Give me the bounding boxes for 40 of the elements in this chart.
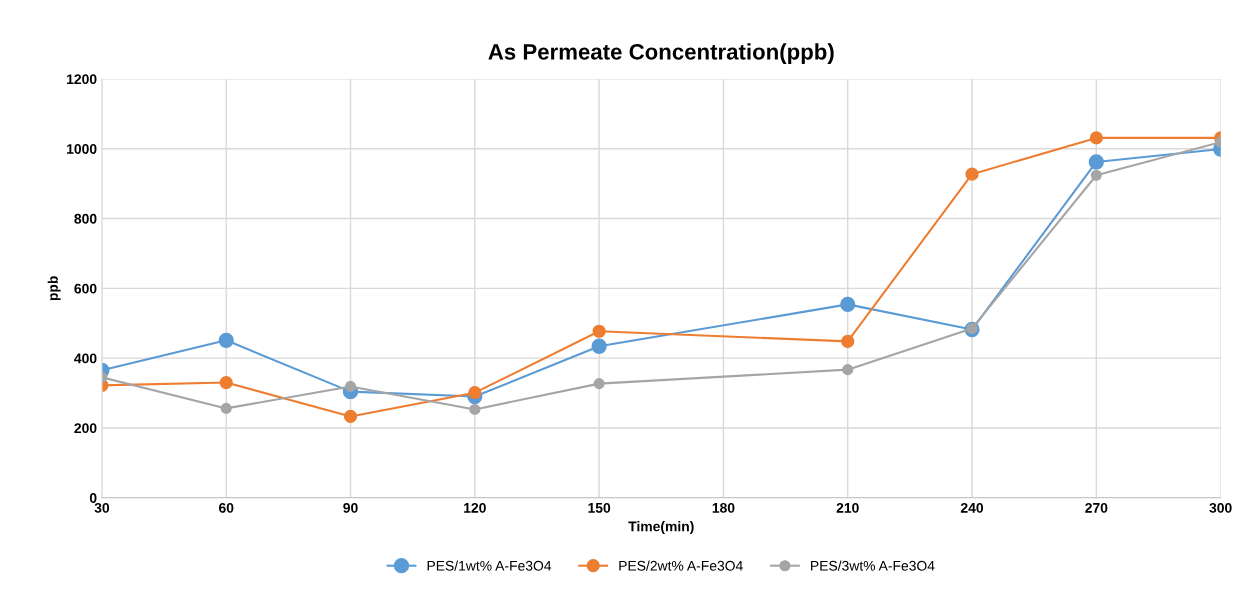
point (220, 402, 232, 414)
x-tick-label: 270 (1085, 502, 1108, 513)
point (965, 167, 979, 181)
y-tick-label: 0 (89, 493, 97, 503)
point (841, 334, 855, 348)
x-tick-label: 180 (712, 502, 735, 513)
point (593, 378, 605, 390)
x-tick-label: 60 (219, 502, 234, 513)
x-tick-label: 90 (343, 502, 358, 513)
x-tick-label: 30 (94, 502, 110, 513)
point (592, 324, 606, 338)
x-axis-title: Time(min) (628, 521, 694, 535)
y-tick-label: 800 (74, 213, 97, 224)
y-tick-label: 1200 (67, 74, 97, 85)
point (469, 403, 481, 415)
point (1088, 154, 1104, 170)
point (344, 380, 357, 392)
y-tick-label: 200 (74, 423, 97, 434)
legend-label: PES/2wt% A-Fe3O4 (619, 560, 743, 571)
point (468, 386, 482, 400)
point (591, 338, 607, 354)
point (1090, 169, 1102, 181)
point (343, 409, 358, 424)
x-tick-label: 120 (464, 502, 486, 513)
x-tick-label: 150 (588, 502, 611, 513)
x-tick-label: 300 (1209, 502, 1232, 513)
x-tick-label: 210 (836, 502, 859, 513)
y-tick-label: 1000 (67, 144, 97, 154)
y-tick-label: 400 (74, 353, 97, 364)
point (219, 375, 233, 390)
point (218, 332, 234, 348)
y-tick-label: 600 (74, 283, 97, 294)
x-tick-label: 240 (960, 502, 984, 513)
legend-label: PES/3wt% A-Fe3O4 (811, 560, 935, 571)
legend-label: PES/1wt% A-Fe3O4 (427, 560, 552, 571)
chart-title: As Permeate Concentration(ppb) (488, 43, 834, 65)
y-axis-title: ppb (47, 276, 61, 301)
point (842, 364, 854, 376)
point (840, 296, 856, 313)
point (1089, 131, 1103, 145)
